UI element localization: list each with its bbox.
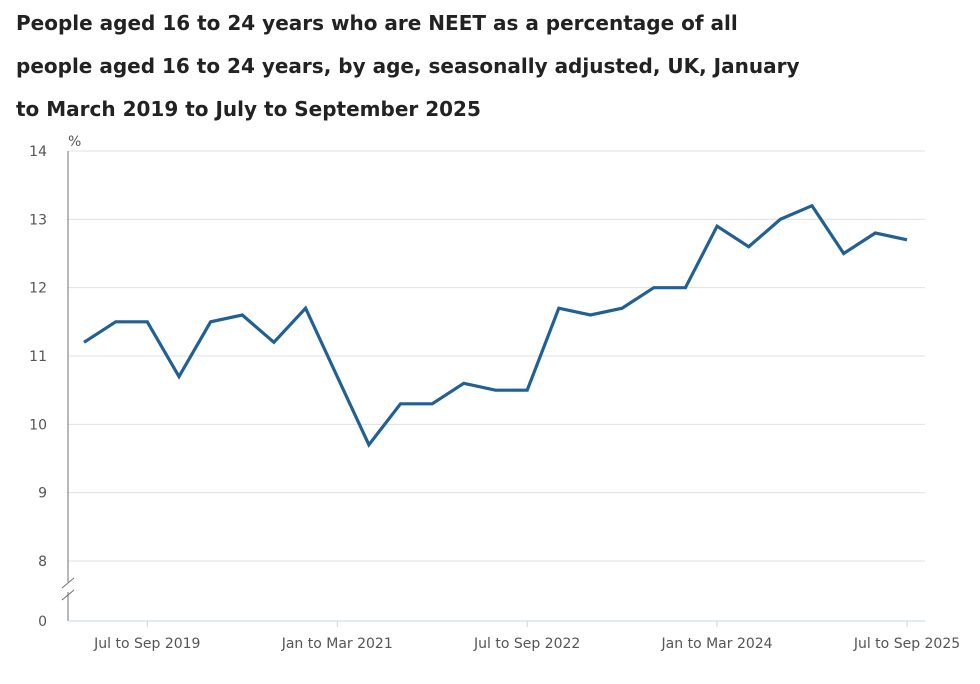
y-tick-label: 12 bbox=[29, 281, 47, 297]
x-axis-labels: Jul to Sep 2019 Jan to Mar 2021 Jul to Sep… bbox=[93, 636, 960, 652]
x-tick-label: Jan to Mar 2024 bbox=[661, 636, 773, 652]
y-axis-labels: 14 13 12 11 10 9 8 0% bbox=[29, 134, 81, 630]
axis-break-mark bbox=[61, 577, 75, 589]
y-unit-label: % bbox=[68, 134, 81, 150]
gridlines bbox=[68, 150, 925, 562]
series-line bbox=[83, 203, 908, 448]
y-tick-label: 9 bbox=[38, 486, 47, 502]
axis-break-mark bbox=[61, 589, 75, 601]
y-tick-label: 0 bbox=[38, 614, 47, 630]
series bbox=[83, 203, 908, 448]
x-tick-label: Jan to Mar 2021 bbox=[281, 636, 393, 652]
x-tick-label: Jul to Sep 2019 bbox=[93, 636, 200, 652]
y-tick-label: 11 bbox=[29, 349, 47, 365]
x-tick-label: Jul to Sep 2022 bbox=[473, 636, 580, 652]
y-tick-label: 14 bbox=[29, 144, 47, 160]
x-tick-label: Jul to Sep 2025 bbox=[853, 636, 960, 652]
chart-title: People aged 16 to 24 years who are NEET … bbox=[16, 11, 800, 121]
axes bbox=[61, 151, 925, 627]
y-tick-label: 8 bbox=[38, 554, 47, 570]
y-tick-label: 10 bbox=[29, 417, 47, 433]
y-tick-label: 13 bbox=[29, 212, 47, 228]
